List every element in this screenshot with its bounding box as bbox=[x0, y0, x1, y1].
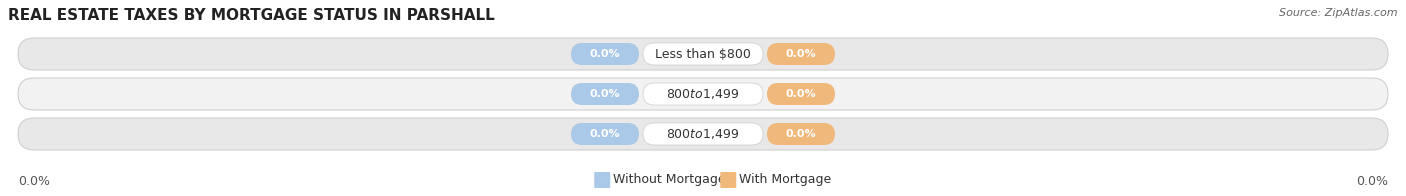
FancyBboxPatch shape bbox=[768, 43, 835, 65]
Text: With Mortgage: With Mortgage bbox=[740, 173, 831, 187]
Text: $800 to $1,499: $800 to $1,499 bbox=[666, 87, 740, 101]
Text: 0.0%: 0.0% bbox=[1355, 175, 1388, 188]
FancyBboxPatch shape bbox=[571, 123, 638, 145]
FancyBboxPatch shape bbox=[595, 172, 610, 188]
FancyBboxPatch shape bbox=[571, 43, 638, 65]
Text: Source: ZipAtlas.com: Source: ZipAtlas.com bbox=[1279, 8, 1398, 18]
FancyBboxPatch shape bbox=[18, 118, 1388, 150]
FancyBboxPatch shape bbox=[768, 123, 835, 145]
Text: 0.0%: 0.0% bbox=[589, 89, 620, 99]
FancyBboxPatch shape bbox=[643, 83, 763, 105]
Text: $800 to $1,499: $800 to $1,499 bbox=[666, 127, 740, 141]
FancyBboxPatch shape bbox=[768, 83, 835, 105]
Text: Less than $800: Less than $800 bbox=[655, 47, 751, 61]
Text: 0.0%: 0.0% bbox=[18, 175, 51, 188]
FancyBboxPatch shape bbox=[571, 83, 638, 105]
Text: REAL ESTATE TAXES BY MORTGAGE STATUS IN PARSHALL: REAL ESTATE TAXES BY MORTGAGE STATUS IN … bbox=[8, 8, 495, 23]
FancyBboxPatch shape bbox=[720, 172, 737, 188]
Text: 0.0%: 0.0% bbox=[589, 129, 620, 139]
Text: 0.0%: 0.0% bbox=[786, 49, 817, 59]
Text: Without Mortgage: Without Mortgage bbox=[613, 173, 725, 187]
Text: 0.0%: 0.0% bbox=[589, 49, 620, 59]
Text: 0.0%: 0.0% bbox=[786, 89, 817, 99]
FancyBboxPatch shape bbox=[18, 38, 1388, 70]
FancyBboxPatch shape bbox=[643, 123, 763, 145]
FancyBboxPatch shape bbox=[18, 78, 1388, 110]
Text: 0.0%: 0.0% bbox=[786, 129, 817, 139]
FancyBboxPatch shape bbox=[643, 43, 763, 65]
